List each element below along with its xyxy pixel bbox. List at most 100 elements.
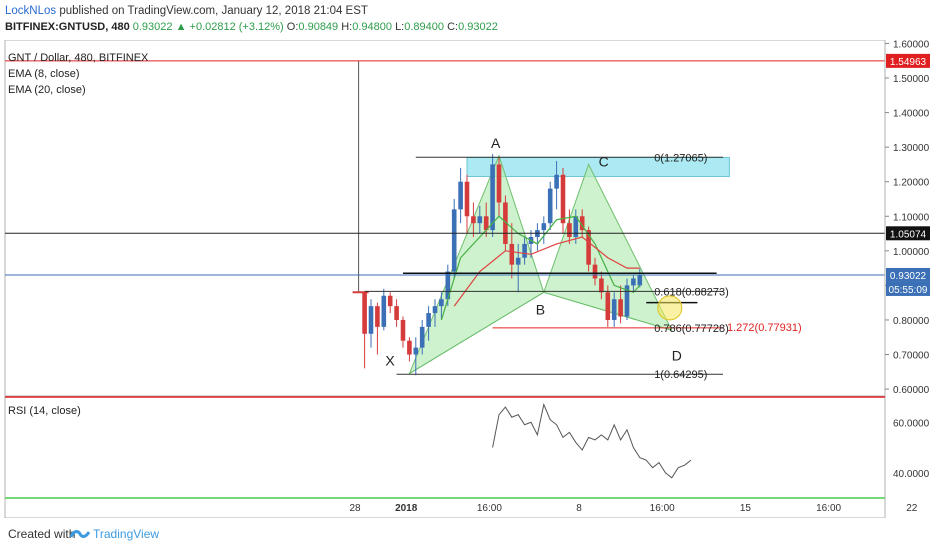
candle-body [515, 257, 521, 265]
grid [5, 61, 885, 397]
time-tick-label: 22 [906, 503, 918, 514]
fib-label-0: 0(1.27065) [654, 152, 707, 164]
brand-name[interactable]: TradingView [93, 527, 160, 541]
price-tag-2: 0.93022 [890, 271, 927, 282]
symbol-name: BITFINEX:GNTUSD, 480 [5, 21, 130, 33]
rsi-line [492, 402, 692, 479]
pattern-label-b: B [536, 301, 545, 317]
candle-body [362, 292, 367, 334]
candle-body [490, 164, 495, 231]
candle-body [547, 188, 553, 224]
time-tick-label: 16:00 [477, 503, 502, 514]
candle-body [387, 295, 393, 307]
candle-body [618, 299, 623, 317]
candle-body [631, 278, 636, 286]
fib-label-3: 1(0.64295) [654, 369, 707, 381]
candle-body [624, 285, 630, 317]
price-tick-label: 0.60000 [893, 385, 930, 396]
time-tick-label: 16:00 [816, 503, 841, 514]
ema-lines [440, 215, 641, 321]
candle-body [471, 216, 476, 224]
price-tick-label: 1.30000 [893, 143, 930, 154]
fib-label-1: 0.618(0.88273) [654, 286, 729, 298]
pattern-labels: X A B C D [385, 135, 683, 369]
candle-body [592, 264, 598, 279]
candle-body [368, 306, 374, 334]
rsi-pane: 60.0000 40.0000 [5, 396, 930, 499]
pattern-xb [409, 291, 545, 374]
candle-body [426, 313, 431, 327]
legend-ema20: EMA (20, close) [8, 84, 86, 96]
candle-body [445, 271, 451, 300]
high-label: H: [341, 21, 353, 33]
candle-body [599, 278, 604, 293]
candle-body [567, 223, 572, 238]
price-tick-label: 1.60000 [893, 40, 930, 50]
legend-rsi: RSI (14, close) [8, 405, 81, 417]
price-tick-label: 0.80000 [893, 316, 930, 327]
price-tick-label: 1.00000 [893, 247, 930, 258]
candle-body [375, 306, 380, 327]
candle-body [586, 230, 591, 265]
candle-body [483, 216, 489, 231]
price-tag-0: 1.54963 [890, 57, 927, 68]
price-tick-label: 0.70000 [893, 351, 930, 362]
candle-body [560, 174, 566, 224]
up-arrow-icon: ▲ [175, 21, 187, 33]
candles [362, 154, 643, 376]
tradingview-logo-icon [70, 530, 90, 538]
candle-body [413, 347, 419, 355]
chart-frame [4, 40, 886, 518]
legend-ema8: EMA (8, close) [8, 68, 80, 80]
countdown-label: 05:55:09 [889, 285, 928, 296]
candle-body [605, 292, 611, 320]
countdown-bg [886, 281, 930, 296]
author-link[interactable]: LockNLos [5, 5, 57, 17]
candle-body [611, 299, 617, 320]
symbol-line: BITFINEX:GNTUSD, 480 0.93022 ▲ +0.02812 … [5, 21, 498, 33]
candle-body [496, 164, 502, 203]
price-tag-1: 1.05074 [890, 229, 927, 240]
time-tick-label: 28 [349, 503, 361, 514]
candle-body [451, 209, 457, 272]
time-tick-label: 2018 [395, 503, 418, 514]
price-tick-label: 1.50000 [893, 74, 930, 85]
publish-line: LockNLos published on TradingView.com, J… [5, 5, 368, 17]
candle-body [407, 340, 412, 355]
pattern-layer [408, 154, 730, 375]
candle-body [477, 216, 483, 224]
rsi-tick-label: 60.0000 [893, 418, 930, 429]
price-tick-label: 1.10000 [893, 212, 930, 223]
candle-body [439, 299, 444, 307]
last-price: 0.93022 [132, 21, 173, 33]
time-tick-label: 8 [576, 503, 582, 514]
candle-body [419, 326, 425, 348]
candle-body [381, 295, 387, 327]
price-tag-bg-1 [886, 226, 930, 241]
open-value: 0.90849 [298, 21, 339, 33]
target-circle [657, 295, 683, 321]
high-value: 0.94800 [352, 21, 392, 33]
candle-body [400, 319, 406, 341]
pattern-label-c: C [599, 153, 609, 169]
candle-body [458, 181, 463, 210]
time-tick-label: 15 [740, 503, 752, 514]
candle-body [503, 202, 508, 244]
candle-body [509, 243, 515, 265]
ema20-line [453, 236, 640, 307]
price-chart[interactable]: 0(1.27065) 0.618(0.88273) 0.786(0.77728) 1(… [0, 40, 932, 518]
legend-main: GNT / Dollar, 480, BITFINEX [8, 52, 149, 64]
price-tick-label: 1.40000 [893, 109, 930, 120]
pattern-label-a: A [491, 135, 501, 151]
fib-levels: 0(1.27065) 0.618(0.88273) 0.786(0.77728) 1(… [5, 60, 885, 381]
pattern-label-x: X [385, 353, 395, 369]
candle-body [464, 181, 470, 217]
created-with-text: Created with [8, 527, 76, 541]
extension-label: 1.272(0.77931) [727, 322, 802, 334]
fib-label-2: 0.786(0.77728) [654, 323, 729, 335]
candle-body [573, 216, 579, 238]
chart-header: LockNLos published on TradingView.com, J… [0, 0, 932, 40]
candle-body [637, 275, 643, 286]
candle-body [432, 306, 438, 314]
candle-body [554, 174, 559, 189]
